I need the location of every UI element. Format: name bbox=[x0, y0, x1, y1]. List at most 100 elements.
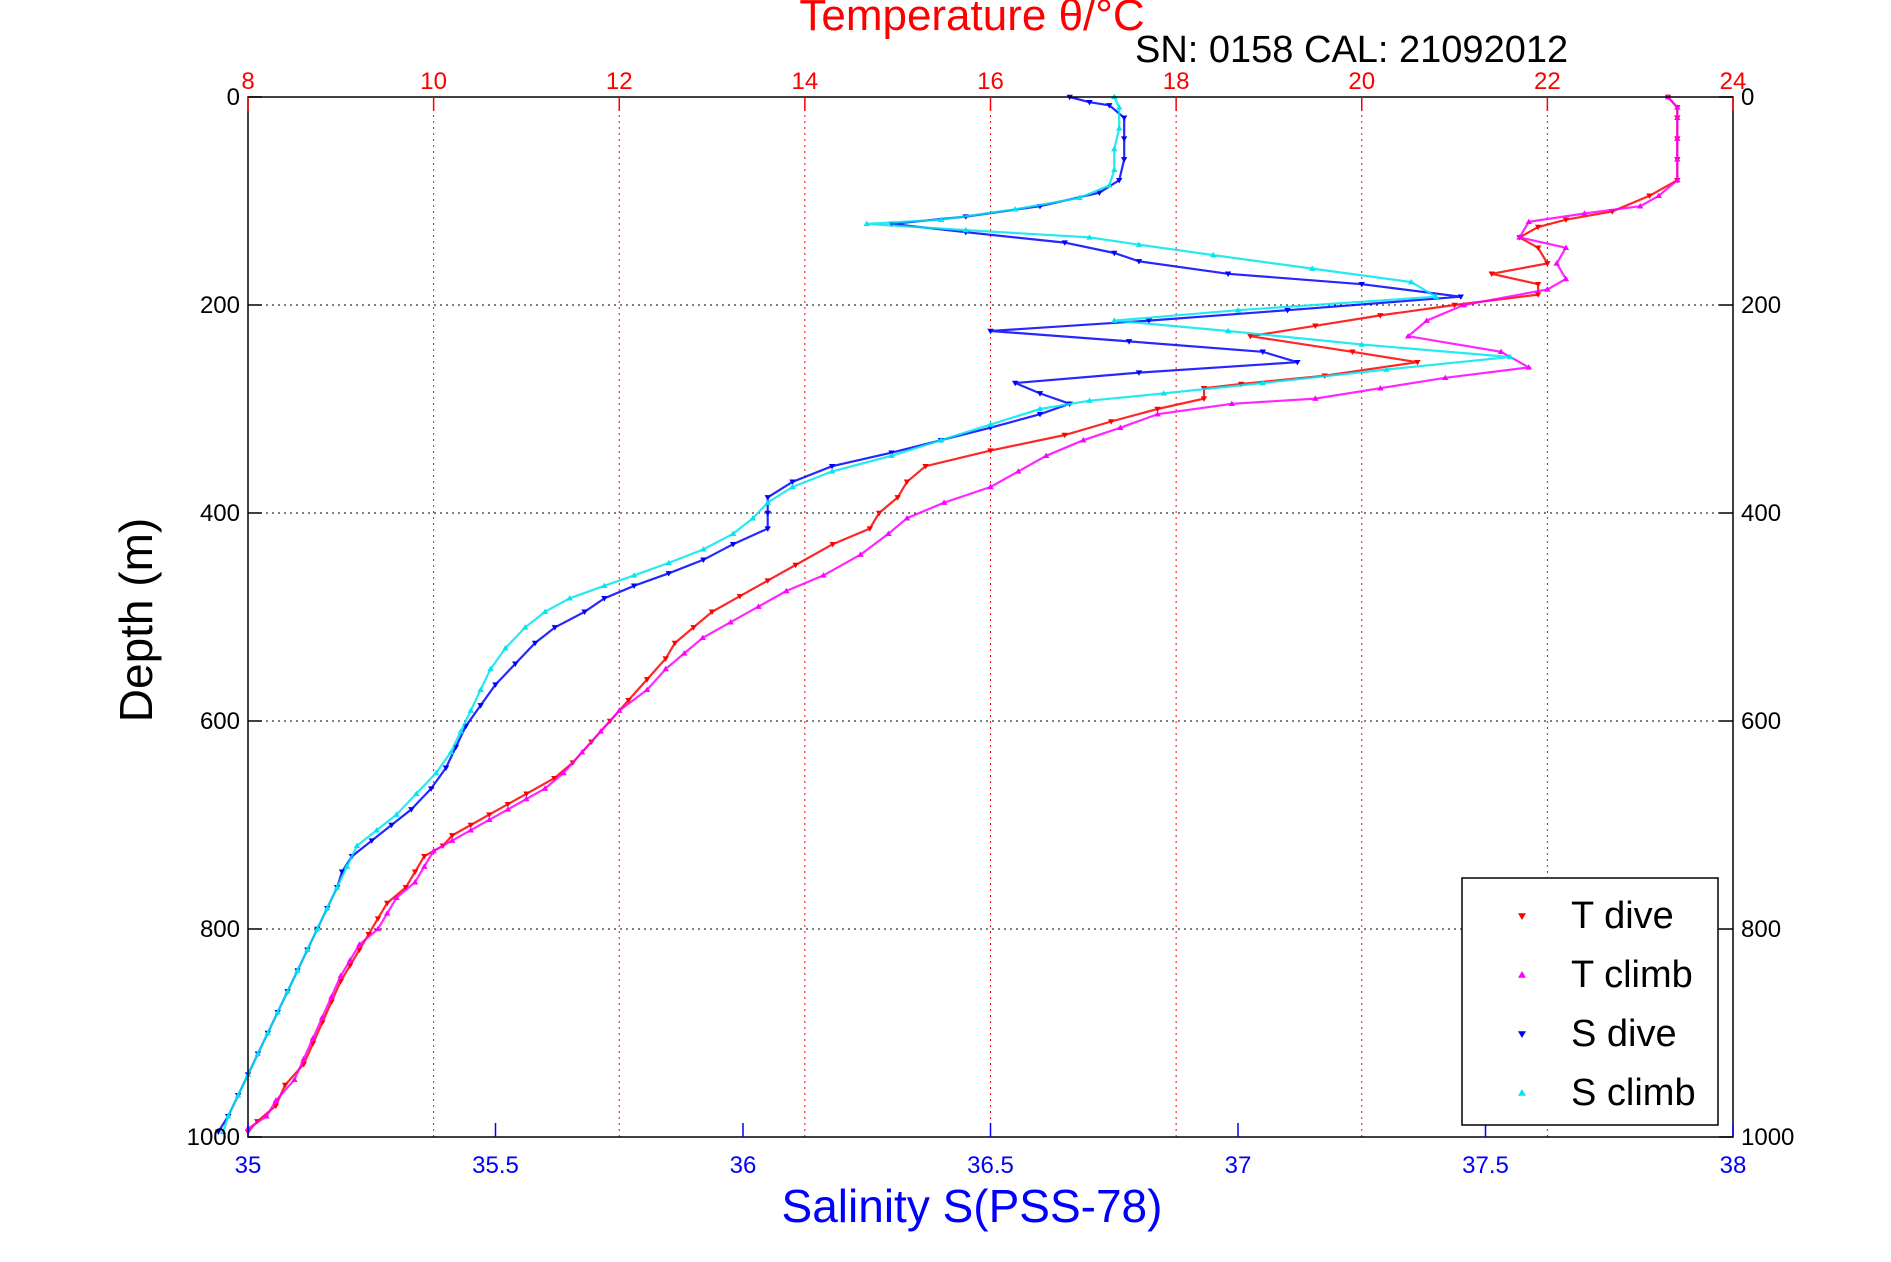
data-point bbox=[1086, 234, 1093, 240]
tick-label-temperature: 24 bbox=[1720, 68, 1747, 95]
data-point bbox=[1120, 157, 1128, 163]
data-point bbox=[281, 1082, 289, 1089]
data-point bbox=[1358, 281, 1365, 288]
data-point bbox=[662, 656, 669, 662]
data-point bbox=[987, 448, 994, 454]
data-point bbox=[457, 728, 465, 734]
legend-marker bbox=[1518, 1089, 1526, 1096]
data-point bbox=[333, 884, 341, 890]
data-point bbox=[541, 785, 549, 791]
data-point bbox=[1408, 278, 1415, 285]
tick-label-salinity: 37.5 bbox=[1462, 1152, 1509, 1179]
tick-label-temperature: 18 bbox=[1163, 68, 1190, 95]
data-point bbox=[319, 1014, 326, 1020]
tick-label-salinity: 37 bbox=[1225, 1152, 1252, 1179]
data-point bbox=[430, 847, 437, 854]
tick-label-salinity: 38 bbox=[1720, 1152, 1747, 1179]
data-point bbox=[1457, 294, 1464, 300]
data-point bbox=[699, 634, 706, 641]
data-point bbox=[789, 483, 796, 490]
data-point bbox=[1061, 240, 1068, 246]
data-point bbox=[411, 869, 419, 875]
data-point bbox=[486, 816, 493, 823]
data-point bbox=[234, 1092, 242, 1098]
data-point bbox=[1116, 104, 1123, 110]
data-point bbox=[1154, 406, 1161, 413]
data-point bbox=[477, 703, 484, 709]
data-point bbox=[541, 608, 549, 615]
data-point bbox=[492, 682, 499, 688]
legend-label: T dive bbox=[1571, 895, 1674, 937]
data-point bbox=[1117, 424, 1124, 430]
data-point bbox=[560, 769, 567, 776]
tick-label-depth-right: 200 bbox=[1741, 292, 1781, 319]
data-point bbox=[1404, 333, 1412, 339]
data-point bbox=[1534, 281, 1542, 288]
data-point bbox=[1036, 405, 1044, 412]
data-point bbox=[1259, 349, 1266, 355]
data-point bbox=[1460, 301, 1468, 308]
tick-label-depth-right: 400 bbox=[1741, 500, 1781, 527]
data-point bbox=[630, 583, 638, 589]
data-point bbox=[987, 421, 994, 427]
data-point bbox=[828, 468, 836, 474]
data-point bbox=[1015, 468, 1022, 474]
data-point bbox=[749, 515, 757, 521]
data-point bbox=[314, 925, 321, 932]
data-point bbox=[1135, 241, 1143, 247]
data-point bbox=[447, 749, 455, 755]
data-point bbox=[1012, 380, 1019, 387]
data-point bbox=[486, 812, 493, 818]
data-point bbox=[671, 640, 679, 647]
data-point bbox=[885, 530, 892, 537]
data-point bbox=[828, 463, 836, 470]
data-point bbox=[987, 483, 994, 490]
data-point bbox=[304, 946, 311, 953]
data-point bbox=[337, 972, 345, 979]
data-point bbox=[338, 869, 346, 875]
data-point bbox=[1516, 234, 1523, 240]
data-point bbox=[597, 728, 604, 734]
data-point bbox=[940, 499, 948, 505]
data-point bbox=[1312, 395, 1319, 401]
y-axis-label-depth: Depth (m) bbox=[110, 518, 162, 722]
data-point bbox=[1655, 192, 1662, 199]
data-point bbox=[937, 437, 945, 443]
data-point bbox=[729, 541, 737, 548]
data-point bbox=[1234, 307, 1242, 313]
tick-label-temperature: 10 bbox=[420, 68, 447, 95]
data-point bbox=[829, 541, 836, 548]
data-point bbox=[300, 1055, 307, 1062]
series-line bbox=[217, 95, 1461, 1133]
data-point bbox=[857, 551, 864, 557]
data-point bbox=[523, 791, 530, 797]
legend-marker bbox=[1518, 1031, 1526, 1038]
data-point bbox=[531, 640, 539, 647]
data-point bbox=[866, 526, 874, 532]
data-point bbox=[1111, 317, 1118, 323]
data-point bbox=[894, 495, 901, 501]
data-point bbox=[393, 894, 400, 901]
tick-label-depth-left: 0 bbox=[227, 84, 240, 111]
data-point bbox=[903, 515, 911, 521]
data-point bbox=[566, 595, 573, 601]
data-point bbox=[1076, 194, 1083, 201]
data-point bbox=[384, 900, 391, 907]
data-point bbox=[681, 650, 688, 656]
data-point bbox=[727, 619, 734, 625]
tick-label-depth-right: 1000 bbox=[1741, 1124, 1794, 1151]
data-point bbox=[755, 603, 762, 609]
data-point bbox=[875, 510, 883, 517]
data-point bbox=[274, 1009, 281, 1015]
tick-label-depth-left: 200 bbox=[200, 292, 240, 319]
data-point bbox=[522, 624, 529, 630]
tick-label-depth-right: 800 bbox=[1741, 916, 1781, 943]
data-point bbox=[783, 587, 790, 594]
data-point bbox=[1432, 293, 1440, 299]
tick-label-temperature: 16 bbox=[977, 68, 1004, 95]
data-point bbox=[1080, 437, 1087, 443]
data-point bbox=[764, 510, 771, 517]
series-t-climb bbox=[244, 93, 1681, 1131]
data-point bbox=[1544, 261, 1551, 267]
data-point bbox=[402, 885, 409, 891]
